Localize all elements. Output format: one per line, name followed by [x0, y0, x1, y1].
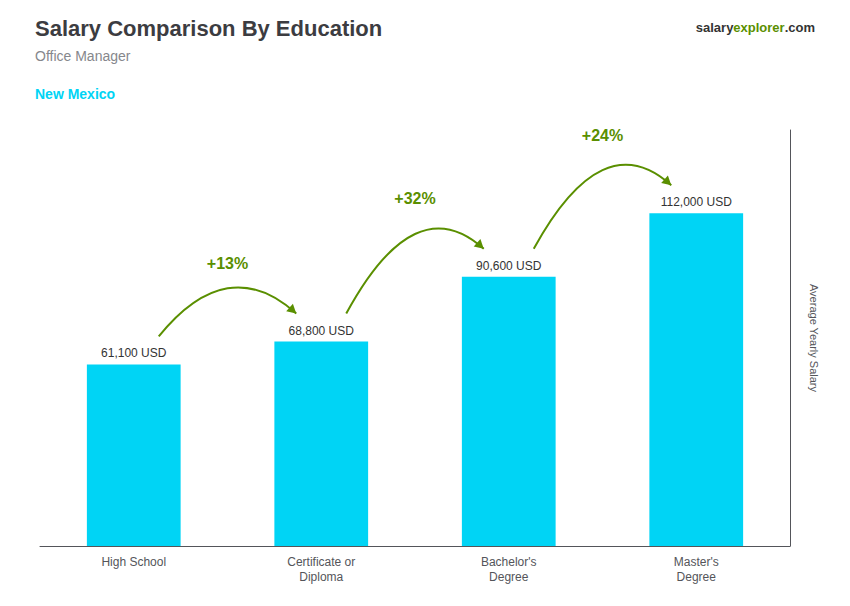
svg-text:90,600 USD: 90,600 USD: [476, 259, 542, 273]
svg-text:112,000 USD: 112,000 USD: [661, 195, 732, 209]
svg-text:.com: .com: [785, 20, 815, 35]
svg-text:Salary Comparison By Education: Salary Comparison By Education: [35, 16, 382, 41]
svg-text:+24%: +24%: [582, 127, 623, 144]
svg-text:Degree: Degree: [489, 570, 529, 584]
svg-text:Certificate or: Certificate or: [287, 555, 355, 569]
svg-text:High School: High School: [101, 555, 166, 569]
svg-text:salary: salary: [696, 20, 734, 35]
svg-text:61,100 USD: 61,100 USD: [101, 346, 167, 360]
svg-text:explorer: explorer: [733, 20, 784, 35]
svg-text:Master's: Master's: [674, 555, 719, 569]
svg-text:68,800 USD: 68,800 USD: [289, 324, 355, 338]
svg-text:Diploma: Diploma: [299, 570, 343, 584]
svg-text:Office Manager: Office Manager: [35, 48, 131, 64]
svg-text:Degree: Degree: [677, 570, 717, 584]
svg-text:New Mexico: New Mexico: [35, 86, 115, 102]
svg-text:Bachelor's: Bachelor's: [481, 555, 537, 569]
svg-text:+32%: +32%: [394, 190, 435, 207]
svg-text:Average Yearly Salary: Average Yearly Salary: [808, 284, 820, 393]
svg-text:+13%: +13%: [207, 255, 248, 272]
